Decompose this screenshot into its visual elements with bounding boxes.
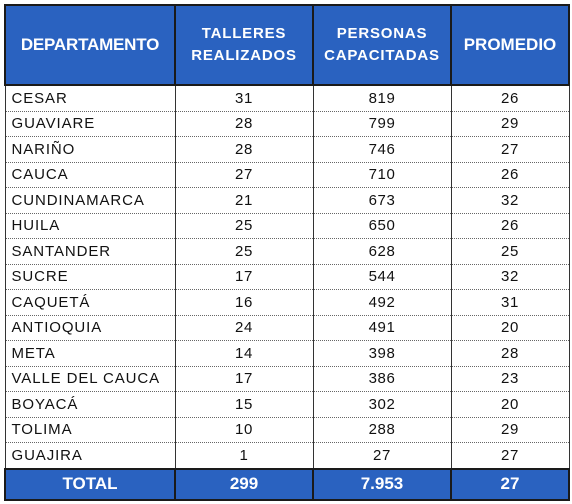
- table-row: NARIÑO 28 746 27: [4, 136, 570, 163]
- cell-personas: 650: [312, 213, 452, 239]
- cell-promedio: 32: [450, 187, 570, 214]
- cell-talleres: 10: [174, 417, 314, 443]
- table-footer: TOTAL 299 7.953 27: [4, 467, 570, 501]
- cell-departamento: GUAVIARE: [4, 111, 176, 137]
- cell-personas: 302: [312, 391, 452, 418]
- cell-departamento: META: [4, 340, 176, 367]
- table-row: SUCRE 17 544 32: [4, 264, 570, 290]
- table-body: CESAR 31 819 26 GUAVIARE 28 799 29 NARIÑ…: [4, 85, 570, 469]
- table-row: META 14 398 28: [4, 340, 570, 367]
- cell-talleres: 25: [174, 238, 314, 265]
- header-personas-line2: CAPACITADAS: [324, 47, 440, 64]
- cell-departamento: TOLIMA: [4, 417, 176, 443]
- cell-personas: 492: [312, 289, 452, 316]
- cell-promedio: 26: [450, 162, 570, 188]
- header-talleres: TALLERES REALIZADOS: [174, 4, 314, 86]
- table-row: GUAJIRA 1 27 27: [4, 442, 570, 469]
- cell-talleres: 24: [174, 315, 314, 341]
- total-label: TOTAL: [4, 467, 176, 501]
- total-row: TOTAL 299 7.953 27: [4, 467, 570, 501]
- cell-departamento: CAUCA: [4, 162, 176, 188]
- table-row: TOLIMA 10 288 29: [4, 417, 570, 443]
- cell-personas: 628: [312, 238, 452, 265]
- table-container: DEPARTAMENTO TALLERES REALIZADOS PERSONA…: [4, 4, 570, 501]
- header-promedio: PROMEDIO: [450, 4, 570, 86]
- cell-personas: 710: [312, 162, 452, 188]
- cell-departamento: CESAR: [4, 85, 176, 112]
- cell-talleres: 17: [174, 366, 314, 392]
- table-row: CESAR 31 819 26: [4, 85, 570, 112]
- table-row: BOYACÁ 15 302 20: [4, 391, 570, 418]
- cell-departamento: VALLE DEL CAUCA: [4, 366, 176, 392]
- cell-personas: 819: [312, 85, 452, 112]
- cell-personas: 398: [312, 340, 452, 367]
- table-header: DEPARTAMENTO TALLERES REALIZADOS PERSONA…: [4, 4, 570, 86]
- cell-promedio: 27: [450, 136, 570, 163]
- cell-personas: 673: [312, 187, 452, 214]
- table-row: CUNDINAMARCA 21 673 32: [4, 187, 570, 214]
- cell-promedio: 26: [450, 213, 570, 239]
- cell-talleres: 31: [174, 85, 314, 112]
- cell-promedio: 23: [450, 366, 570, 392]
- cell-talleres: 28: [174, 111, 314, 137]
- header-departamento-label: DEPARTAMENTO: [20, 35, 160, 54]
- total-promedio: 27: [450, 467, 570, 501]
- cell-personas: 544: [312, 264, 452, 290]
- cell-personas: 491: [312, 315, 452, 341]
- table-row: CAUCA 27 710 26: [4, 162, 570, 188]
- cell-promedio: 26: [450, 85, 570, 112]
- cell-departamento: CAQUETÁ: [4, 289, 176, 316]
- header-promedio-label: PROMEDIO: [463, 35, 557, 54]
- cell-talleres: 17: [174, 264, 314, 290]
- cell-talleres: 25: [174, 213, 314, 239]
- cell-departamento: SUCRE: [4, 264, 176, 290]
- cell-talleres: 28: [174, 136, 314, 163]
- table-row: GUAVIARE 28 799 29: [4, 111, 570, 137]
- cell-personas: 799: [312, 111, 452, 137]
- cell-talleres: 14: [174, 340, 314, 367]
- cell-departamento: SANTANDER: [4, 238, 176, 265]
- cell-personas: 386: [312, 366, 452, 392]
- cell-departamento: HUILA: [4, 213, 176, 239]
- cell-personas: 746: [312, 136, 452, 163]
- cell-talleres: 1: [174, 442, 314, 469]
- header-personas: PERSONAS CAPACITADAS: [312, 4, 452, 86]
- cell-talleres: 27: [174, 162, 314, 188]
- cell-departamento: ANTIOQUIA: [4, 315, 176, 341]
- cell-promedio: 29: [450, 417, 570, 443]
- table-row: SANTANDER 25 628 25: [4, 238, 570, 265]
- cell-promedio: 20: [450, 315, 570, 341]
- cell-promedio: 20: [450, 391, 570, 418]
- cell-departamento: CUNDINAMARCA: [4, 187, 176, 214]
- header-talleres-line1: TALLERES: [201, 25, 287, 42]
- header-talleres-line2: REALIZADOS: [191, 47, 297, 64]
- table-row: CAQUETÁ 16 492 31: [4, 289, 570, 316]
- cell-talleres: 16: [174, 289, 314, 316]
- table-row: VALLE DEL CAUCA 17 386 23: [4, 366, 570, 392]
- training-summary-table: DEPARTAMENTO TALLERES REALIZADOS PERSONA…: [4, 4, 570, 501]
- table-row: HUILA 25 650 26: [4, 213, 570, 239]
- cell-promedio: 32: [450, 264, 570, 290]
- cell-talleres: 21: [174, 187, 314, 214]
- table-row: ANTIOQUIA 24 491 20: [4, 315, 570, 341]
- header-departamento: DEPARTAMENTO: [4, 4, 176, 86]
- total-personas: 7.953: [312, 467, 452, 501]
- cell-talleres: 15: [174, 391, 314, 418]
- cell-promedio: 29: [450, 111, 570, 137]
- header-row: DEPARTAMENTO TALLERES REALIZADOS PERSONA…: [4, 4, 570, 86]
- cell-promedio: 28: [450, 340, 570, 367]
- cell-personas: 288: [312, 417, 452, 443]
- cell-departamento: GUAJIRA: [4, 442, 176, 469]
- cell-promedio: 25: [450, 238, 570, 265]
- cell-personas: 27: [312, 442, 452, 469]
- header-personas-line1: PERSONAS: [336, 25, 428, 42]
- cell-departamento: NARIÑO: [4, 136, 176, 163]
- cell-departamento: BOYACÁ: [4, 391, 176, 418]
- cell-promedio: 31: [450, 289, 570, 316]
- total-talleres: 299: [174, 467, 314, 501]
- cell-promedio: 27: [450, 442, 570, 469]
